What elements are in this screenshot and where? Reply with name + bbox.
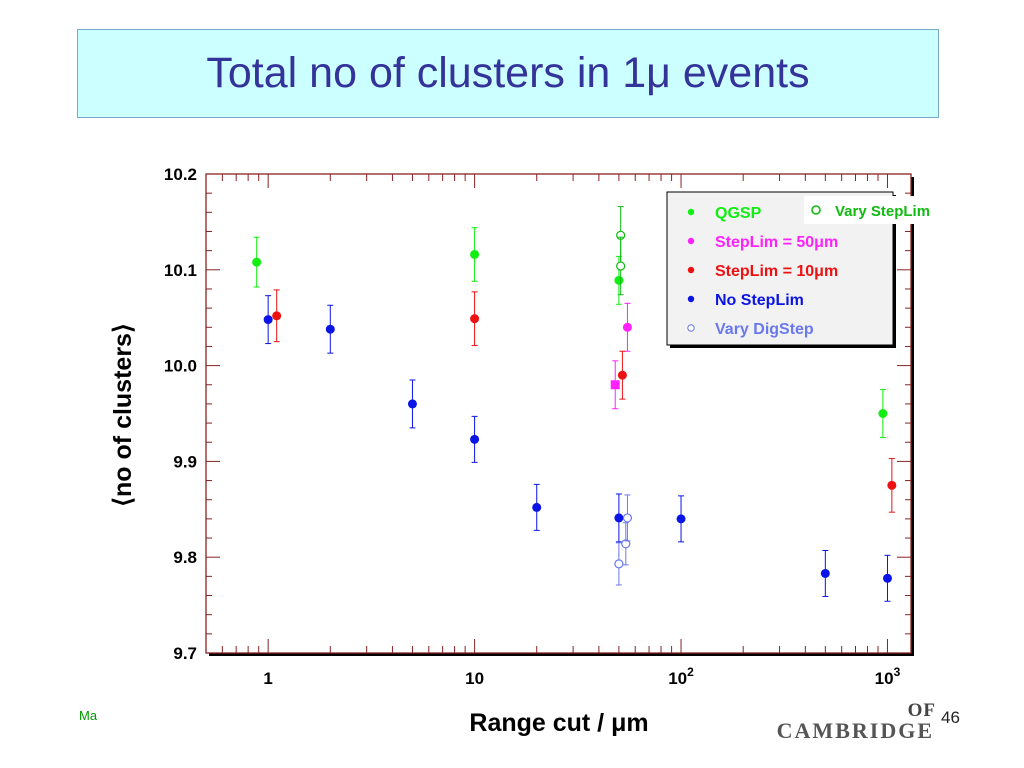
legend-marker (687, 266, 695, 274)
x-tick-label: 1 (263, 669, 272, 688)
y-tick-label: 9.9 (173, 452, 197, 471)
legend-label: StepLim = 10μm (715, 263, 838, 280)
x-axis-label: Range cut / μm (469, 709, 648, 737)
slide-number: 46 (941, 708, 960, 727)
legend-marker (687, 208, 695, 216)
data-point (610, 380, 620, 390)
footer-left-text: Ma (79, 708, 98, 723)
title-box: Total no of clusters in 1μ events (77, 29, 939, 118)
y-tick-label: 9.8 (173, 548, 197, 567)
legend-label: No StepLim (715, 292, 804, 309)
legend-marker (811, 205, 821, 215)
legend-marker (687, 324, 695, 332)
legend-marker (687, 237, 695, 245)
data-point (325, 324, 335, 334)
legend-label: StepLim = 50μm (715, 234, 838, 251)
data-point (820, 568, 830, 578)
y-tick-label: 9.7 (173, 644, 197, 663)
x-tick-label: 103 (875, 665, 901, 688)
data-point (882, 573, 892, 583)
data-point (470, 434, 480, 444)
data-point (614, 559, 624, 569)
y-tick-label: 10.2 (164, 165, 197, 184)
data-point (878, 409, 888, 418)
data-point (614, 275, 624, 285)
y-tick-label: 10.0 (164, 357, 197, 376)
y-tick-label: 10.1 (164, 261, 197, 280)
data-point (532, 502, 542, 512)
legend-secondary-bg (804, 196, 966, 224)
legend-label: Vary StepLim (835, 203, 930, 220)
legend-label: QGSP (715, 205, 762, 222)
logo-line-1: OF (907, 700, 936, 721)
data-point (622, 322, 632, 332)
data-point (407, 399, 417, 409)
data-point (614, 513, 624, 523)
data-point (252, 257, 262, 267)
data-point (621, 539, 631, 549)
data-point (622, 513, 633, 523)
data-point (887, 480, 897, 490)
data-point (676, 514, 686, 524)
data-point (470, 314, 480, 324)
university-logo: OF CAMBRIDGE (736, 700, 936, 744)
data-point (617, 370, 627, 380)
slide-title: Total no of clusters in 1μ events (206, 49, 810, 97)
data-point (272, 311, 282, 321)
legend-marker (687, 295, 695, 303)
x-tick-label: 10 (465, 669, 484, 688)
logo-line-2: CAMBRIDGE (776, 718, 934, 743)
x-tick-label: 102 (668, 665, 694, 688)
data-point (263, 315, 273, 325)
legend-label: Vary DigStep (715, 321, 814, 338)
y-axis-label: ⟨no of clusters⟩ (109, 323, 137, 506)
data-point (616, 261, 626, 271)
data-point (470, 249, 480, 259)
